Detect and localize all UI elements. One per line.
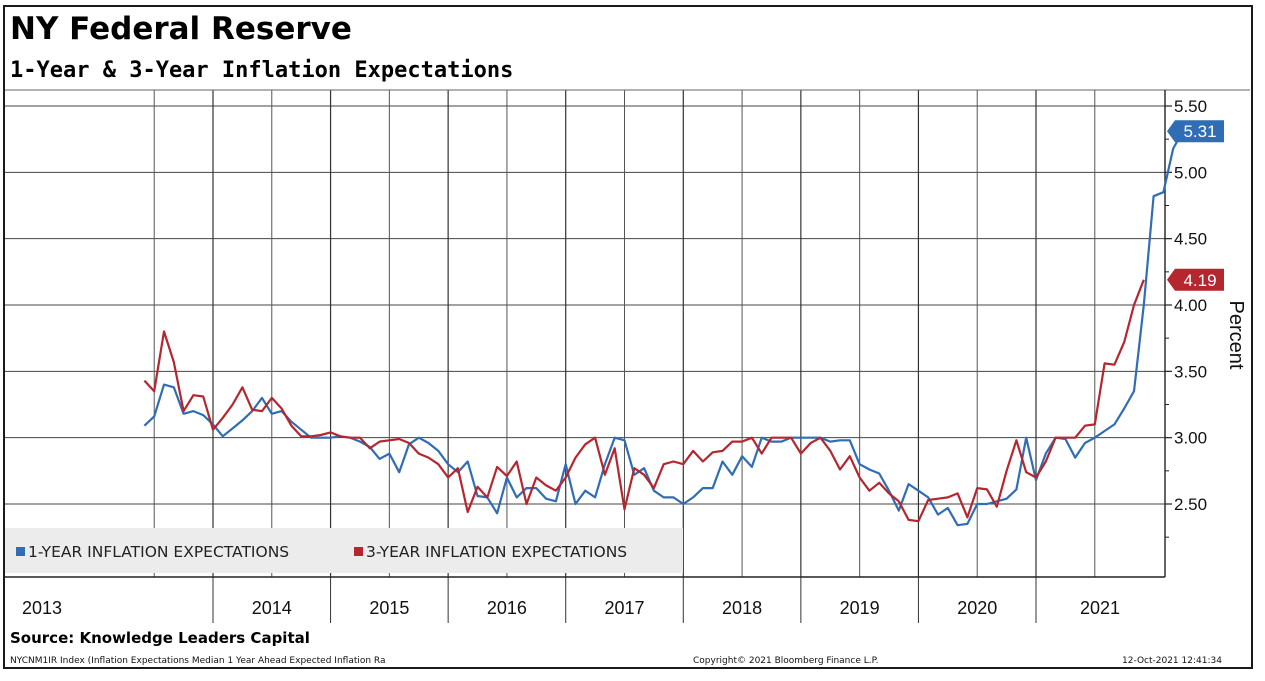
x-axis: 2013 2014 2015 2016 2017 2018 2019 2020 2021 [22,577,1120,623]
legend-swatch [16,547,25,556]
copyright-note: Copyright© 2021 Bloomberg Finance L.P. [693,656,879,666]
y-tick-label: 3.00 [1174,429,1207,448]
index-note: NYCNM1IR Index (Inflation Expectations M… [10,656,386,666]
chart-subtitle: 1-Year & 3-Year Inflation Expectations [10,58,514,83]
timestamp-note: 12-Oct-2021 12:41:34 [1122,656,1222,666]
y-tick-label: 3.50 [1174,362,1207,381]
y-tick-label: 5.50 [1174,97,1207,116]
x-tick-label: 2015 [369,598,409,618]
grid [5,89,1250,578]
last-value-label: 5.31 [1183,122,1216,141]
y-tick-label: 2.50 [1174,495,1207,514]
y-tick-label: 4.50 [1174,230,1207,249]
y-tick-label: 4.00 [1174,296,1207,315]
last-value-tag [1167,268,1224,291]
x-tick-label: 2014 [252,598,292,618]
legend-box [5,528,683,573]
last-value-labels: 5.31 4.19 [1167,120,1224,291]
y-axis: 2.50 3.00 3.50 4.00 4.50 5.00 5.50 Percent [1164,90,1247,577]
x-tick-label: 2018 [722,598,762,618]
chart-title: NY Federal Reserve [10,11,352,47]
series-lines [143,130,1184,527]
x-tick-label: 2016 [487,598,527,618]
series-line-1 [143,130,1184,527]
y-tick-label: 5.00 [1174,163,1207,182]
legend-entry: 3-YEAR INFLATION EXPECTATIONS [366,543,627,561]
x-tick-label: 2019 [840,598,880,618]
x-tick-label: 2021 [1080,598,1120,618]
x-tick-label: 2017 [604,598,644,618]
y-axis-label: Percent [1225,301,1247,370]
series-line-2 [143,279,1145,523]
legend-swatch [354,547,363,556]
x-tick-label: 2013 [22,598,62,618]
legend: 1-YEAR INFLATION EXPECTATIONS 3-YEAR INFL… [5,528,683,573]
source-note: Source: Knowledge Leaders Capital [10,629,310,647]
legend-entry: 1-YEAR INFLATION EXPECTATIONS [28,543,289,561]
last-value-label: 4.19 [1183,271,1216,290]
x-tick-label: 2020 [957,598,997,618]
last-value-tag [1167,120,1224,143]
